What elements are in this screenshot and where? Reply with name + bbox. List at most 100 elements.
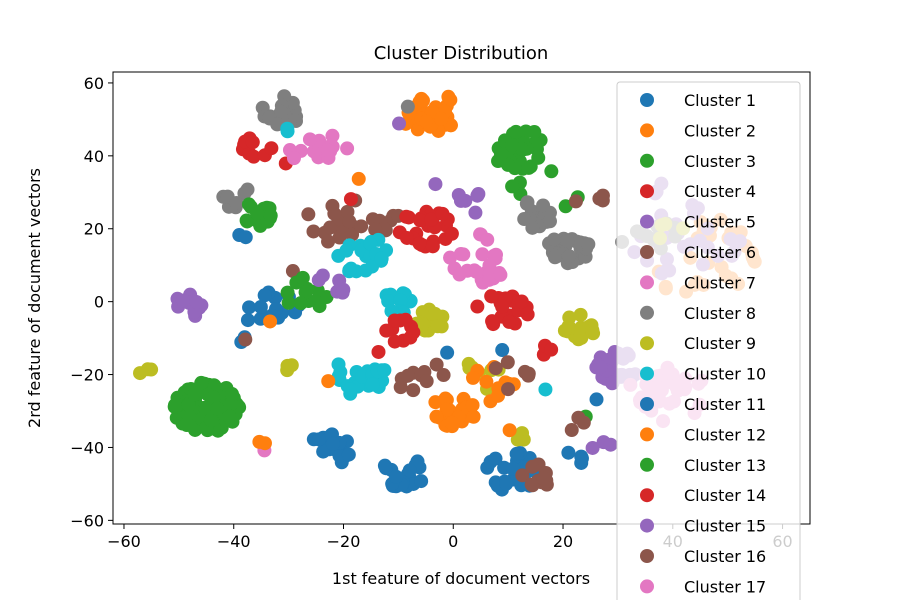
cluster-13-point	[167, 398, 182, 413]
cluster-7-point	[469, 264, 484, 279]
cluster-3-point	[494, 146, 509, 161]
legend-marker	[640, 336, 654, 351]
cluster-11-point	[488, 451, 503, 466]
cluster-12-point	[263, 314, 278, 329]
cluster-16-point	[536, 471, 551, 486]
legend-entry-label: Cluster 8	[684, 304, 756, 323]
legend-marker	[640, 518, 654, 533]
cluster-8-point	[560, 233, 575, 248]
legend: Cluster 1 Cluster 2 Cluster 3 Cluster 4 Clus…	[616, 81, 801, 600]
cluster-16-point	[521, 366, 536, 381]
cluster-14-point	[485, 314, 500, 329]
cluster-7-point	[340, 141, 355, 156]
cluster-14-point	[387, 313, 402, 328]
cluster-8-point	[525, 220, 540, 235]
cluster-16-point	[501, 382, 516, 397]
cluster-6-point	[595, 188, 610, 203]
cluster-8-point	[237, 186, 252, 201]
cluster-11-point	[341, 447, 356, 462]
x-axis-label: 1st feature of document vectors	[332, 569, 590, 588]
legend-entry-label: Cluster 6	[684, 243, 756, 262]
x-tick-label: 20	[553, 532, 573, 551]
legend-entry-label: Cluster 16	[684, 547, 766, 566]
cluster-15-point	[470, 188, 485, 203]
cluster-14-point	[425, 239, 440, 254]
cluster-13-point	[224, 387, 239, 402]
cluster-10-point	[342, 264, 357, 279]
cluster-11-point	[589, 392, 604, 407]
cluster-16-point	[524, 477, 539, 492]
cluster-1-point	[240, 313, 255, 328]
cluster-16-point	[436, 368, 451, 383]
cluster-14-point	[406, 325, 421, 340]
cluster-10-point	[365, 259, 380, 274]
cluster-3-point	[521, 160, 536, 175]
cluster-4-point	[246, 149, 261, 164]
y-tick-label: −60	[70, 511, 104, 530]
cluster-8-point	[547, 232, 562, 247]
legend-entry-label: Cluster 3	[684, 152, 756, 171]
cluster-2-point	[415, 93, 430, 108]
cluster-7-point	[320, 143, 335, 158]
cluster-11-point	[509, 446, 524, 461]
cluster-16-point	[429, 357, 444, 372]
cluster-16-point	[564, 423, 579, 438]
cluster-10-point	[331, 368, 346, 383]
y-tick-label: 20	[84, 220, 104, 239]
cluster-14-point	[343, 192, 358, 207]
legend-marker	[640, 549, 654, 563]
y-axis-label: 2rd feature of document vectors	[25, 168, 44, 428]
y-axis-ticks: −60 −40 −20 0 20 40 60	[70, 74, 113, 530]
legend-marker	[640, 275, 654, 290]
cluster-7-point	[452, 267, 467, 282]
cluster-11-point	[561, 445, 576, 460]
cluster-7-point	[482, 272, 497, 287]
cluster-14-point	[502, 314, 517, 329]
cluster-16-point	[419, 374, 434, 389]
cluster-13-point	[293, 296, 308, 311]
cluster-10-point	[363, 236, 378, 251]
cluster-14-point	[413, 213, 428, 228]
cluster-17-point	[286, 151, 301, 166]
cluster-4-point	[264, 141, 279, 156]
cluster-14-point	[399, 209, 414, 224]
cluster-6-point	[285, 264, 300, 279]
cluster-8-point	[229, 195, 244, 210]
cluster-16-point	[406, 383, 421, 398]
cluster-14-point	[444, 226, 459, 241]
x-tick-label: 0	[448, 532, 458, 551]
cluster-16-point	[400, 368, 415, 383]
cluster-13-point	[199, 401, 214, 416]
cluster-6-point	[321, 234, 336, 249]
cluster-13-point	[221, 408, 236, 423]
cluster-7-point	[302, 132, 317, 147]
legend-entry-label: Cluster 10	[684, 365, 766, 384]
cluster-10-point	[354, 369, 369, 384]
cluster-13-point	[281, 295, 296, 310]
cluster-13-point	[194, 375, 209, 390]
cluster-3-point	[505, 138, 520, 153]
cluster-6-point	[354, 219, 369, 234]
cluster-14-point	[412, 236, 427, 251]
cluster-3-point	[544, 164, 559, 179]
cluster-12-point	[429, 409, 444, 424]
cluster-2-point	[434, 111, 449, 126]
cluster-8-point	[562, 249, 577, 264]
cluster-4-point	[245, 135, 260, 150]
legend-entry-label: Cluster 9	[684, 334, 756, 353]
cluster-7-point	[475, 247, 490, 262]
legend-entry-label: Cluster 13	[684, 456, 766, 475]
cluster-11-point	[495, 343, 510, 358]
cluster-16-point	[488, 361, 503, 376]
cluster-13-point	[250, 206, 265, 221]
cluster-13-point	[295, 270, 310, 285]
cluster-8-point	[547, 250, 562, 265]
cluster-9-point	[140, 362, 155, 377]
cluster-11-point	[499, 476, 514, 491]
x-tick-label: −20	[327, 532, 361, 551]
cluster-6-point	[342, 214, 357, 229]
cluster-8-point	[517, 212, 532, 227]
cluster-2-point	[351, 171, 366, 186]
cluster-11-point	[316, 444, 331, 459]
cluster-3-point	[505, 179, 520, 194]
